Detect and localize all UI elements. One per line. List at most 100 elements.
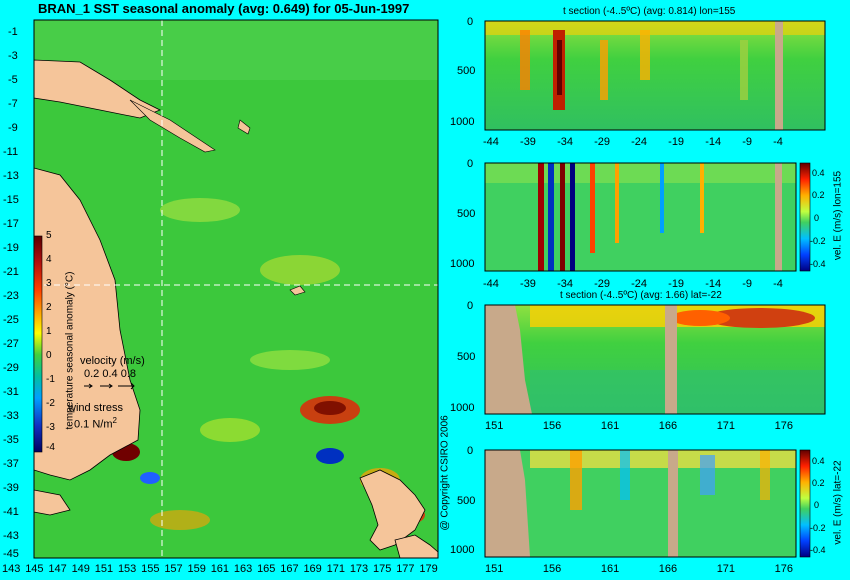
- map-x-tick: 145: [25, 563, 44, 575]
- panel2-x-tick: -9: [742, 278, 752, 290]
- panel2-x-ticks: -44 -39 -34 -29 -24 -19 -14 -9 -4: [483, 278, 783, 290]
- panel4-x-tick: 156: [542, 563, 562, 575]
- panel1-x-ticks: -44 -39 -34 -29 -24 -19 -14 -9 -4: [483, 136, 783, 148]
- map-x-tick: 161: [210, 563, 230, 575]
- panel2-y-tick: 500: [457, 208, 476, 220]
- vel-colorbar-tick: -0.2: [810, 523, 826, 533]
- vel-colorbar-tick: 0.4: [812, 456, 825, 466]
- vel-colorbar-tick: 0.2: [812, 478, 825, 488]
- panel4-y-tick: 500: [457, 495, 476, 507]
- panel2-x-tick: -29: [594, 278, 610, 290]
- vel-colorbar-tick: 0.4: [812, 168, 825, 178]
- panel2-x-tick: -34: [557, 278, 573, 290]
- panel4-x-tick: 161: [600, 563, 620, 575]
- map-x-tick: 159: [187, 563, 206, 575]
- map-y-tick: -17: [3, 218, 19, 230]
- map-y-tick: -23: [3, 290, 19, 302]
- map-y-tick: -11: [3, 146, 19, 158]
- panel3-y-tick: 500: [457, 351, 476, 363]
- panel1-x-tick: -14: [705, 136, 722, 148]
- panel4-x-tick: 171: [716, 563, 736, 575]
- map-y-tick: -43: [3, 530, 19, 542]
- map-y-tick: -1: [8, 26, 18, 38]
- panel-t-section-lat: [484, 304, 826, 415]
- colorbar-tick: 1: [46, 326, 52, 337]
- map-x-tick: 157: [164, 563, 183, 575]
- panel-vel-lat: [484, 449, 811, 558]
- map-y-tick: -31: [3, 386, 19, 398]
- panel3-x-tick: 161: [600, 420, 620, 432]
- map-x-tick: 163: [233, 563, 253, 575]
- map-y-tick: -33: [3, 410, 19, 422]
- vel-colorbar-tick: 0: [814, 500, 820, 510]
- panel-t-section-lon: [484, 20, 826, 131]
- panel4-x-ticks: 151 156 161 166 171 176: [485, 563, 793, 575]
- panel1-x-tick: -34: [557, 136, 573, 148]
- panel3-y-tick: 0: [467, 300, 474, 312]
- panel1-x-tick: -29: [594, 136, 610, 148]
- map-y-tick: -21: [3, 266, 19, 278]
- map-x-tick: 147: [48, 563, 67, 575]
- map-y-tick: -5: [8, 74, 18, 86]
- velocity-legend-values: 0.2 0.4 0.8: [84, 368, 136, 380]
- colorbar-tick: -1: [46, 374, 55, 385]
- panel4-colorbar-label: vel. E (m/s) lat=-22: [832, 460, 844, 545]
- panel3-x-tick: 171: [716, 420, 736, 432]
- panel3-y-tick: 1000: [450, 402, 475, 414]
- panel2-x-tick: -39: [520, 278, 536, 290]
- map-y-tick: -41: [3, 506, 19, 518]
- colorbar-tick: 4: [46, 254, 52, 265]
- colorbar-tick: 0: [46, 350, 52, 361]
- map-y-tick: -37: [3, 458, 19, 470]
- panel1-title: t section (-4..5ºC) (avg: 0.814) lon=155: [563, 6, 736, 17]
- copyright: @ Copyright CSIRO 2006: [439, 415, 451, 531]
- map-y-tick: -15: [3, 194, 19, 206]
- panel1-x-tick: -44: [483, 136, 499, 148]
- map-x-tick: 167: [280, 563, 299, 575]
- panel4-x-tick: 166: [658, 563, 678, 575]
- map-x-tick: 175: [373, 563, 392, 575]
- panel1-y-tick: 0: [467, 16, 474, 28]
- map-x-tick: 149: [71, 563, 90, 575]
- map-title: BRAN_1 SST seasonal anomaly (avg: 0.649)…: [38, 1, 410, 16]
- panel2-x-tick: -44: [483, 278, 499, 290]
- map-y-tick: -29: [3, 362, 19, 374]
- map-x-ticks: 143 145 147 149 151 153 155 157 159 161 …: [2, 563, 438, 575]
- map-x-tick: 169: [303, 563, 322, 575]
- vel-colorbar-tick: 0.2: [812, 190, 825, 200]
- panel-vel-lon: [484, 162, 811, 272]
- panel2-x-tick: -24: [631, 278, 648, 290]
- panel1-y-tick: 500: [457, 65, 476, 77]
- velocity-legend-label: velocity (m/s): [80, 355, 145, 367]
- map-x-tick: 143: [2, 563, 21, 575]
- panel2-x-tick: -4: [773, 278, 783, 290]
- colorbar-tick: -3: [46, 422, 55, 433]
- panel3-x-tick: 156: [542, 420, 562, 432]
- map-x-tick: 151: [94, 563, 114, 575]
- vel-colorbar-tick: 0: [814, 213, 820, 223]
- wind-stress-unit: 0.1 N/m: [74, 418, 113, 431]
- panel3-title: t section (-4..5ºC) (avg: 1.66) lat=-22: [560, 290, 722, 301]
- vel-colorbar-tick: -0.2: [810, 236, 826, 246]
- colorbar-tick: 5: [46, 230, 52, 241]
- vel-colorbar-tick: -0.4: [810, 259, 826, 269]
- map-x-tick: 179: [419, 563, 438, 575]
- panel2-y-tick: 0: [467, 158, 474, 170]
- map-y-tick: -39: [3, 482, 19, 494]
- map-y-tick: -45: [3, 548, 19, 560]
- panel2-x-tick: -14: [705, 278, 722, 290]
- colorbar-tick: -4: [46, 442, 55, 453]
- map-y-tick: -35: [3, 434, 19, 446]
- panel2-colorbar-label: vel. E (m/s) lon=155: [832, 170, 844, 261]
- panel4-x-tick: 151: [485, 563, 504, 575]
- panel1-x-tick: -4: [773, 136, 783, 148]
- panel2-x-tick: -19: [668, 278, 685, 290]
- wind-stress-value: 0.1 N/m2: [74, 416, 117, 431]
- panel2-y-tick: 1000: [450, 258, 475, 270]
- map-x-tick: 177: [396, 563, 415, 575]
- panel1-x-tick: -24: [631, 136, 648, 148]
- map-y-tick: -27: [3, 338, 19, 350]
- panel4-x-tick: 176: [774, 563, 793, 575]
- colorbar-tick: 2: [46, 302, 52, 313]
